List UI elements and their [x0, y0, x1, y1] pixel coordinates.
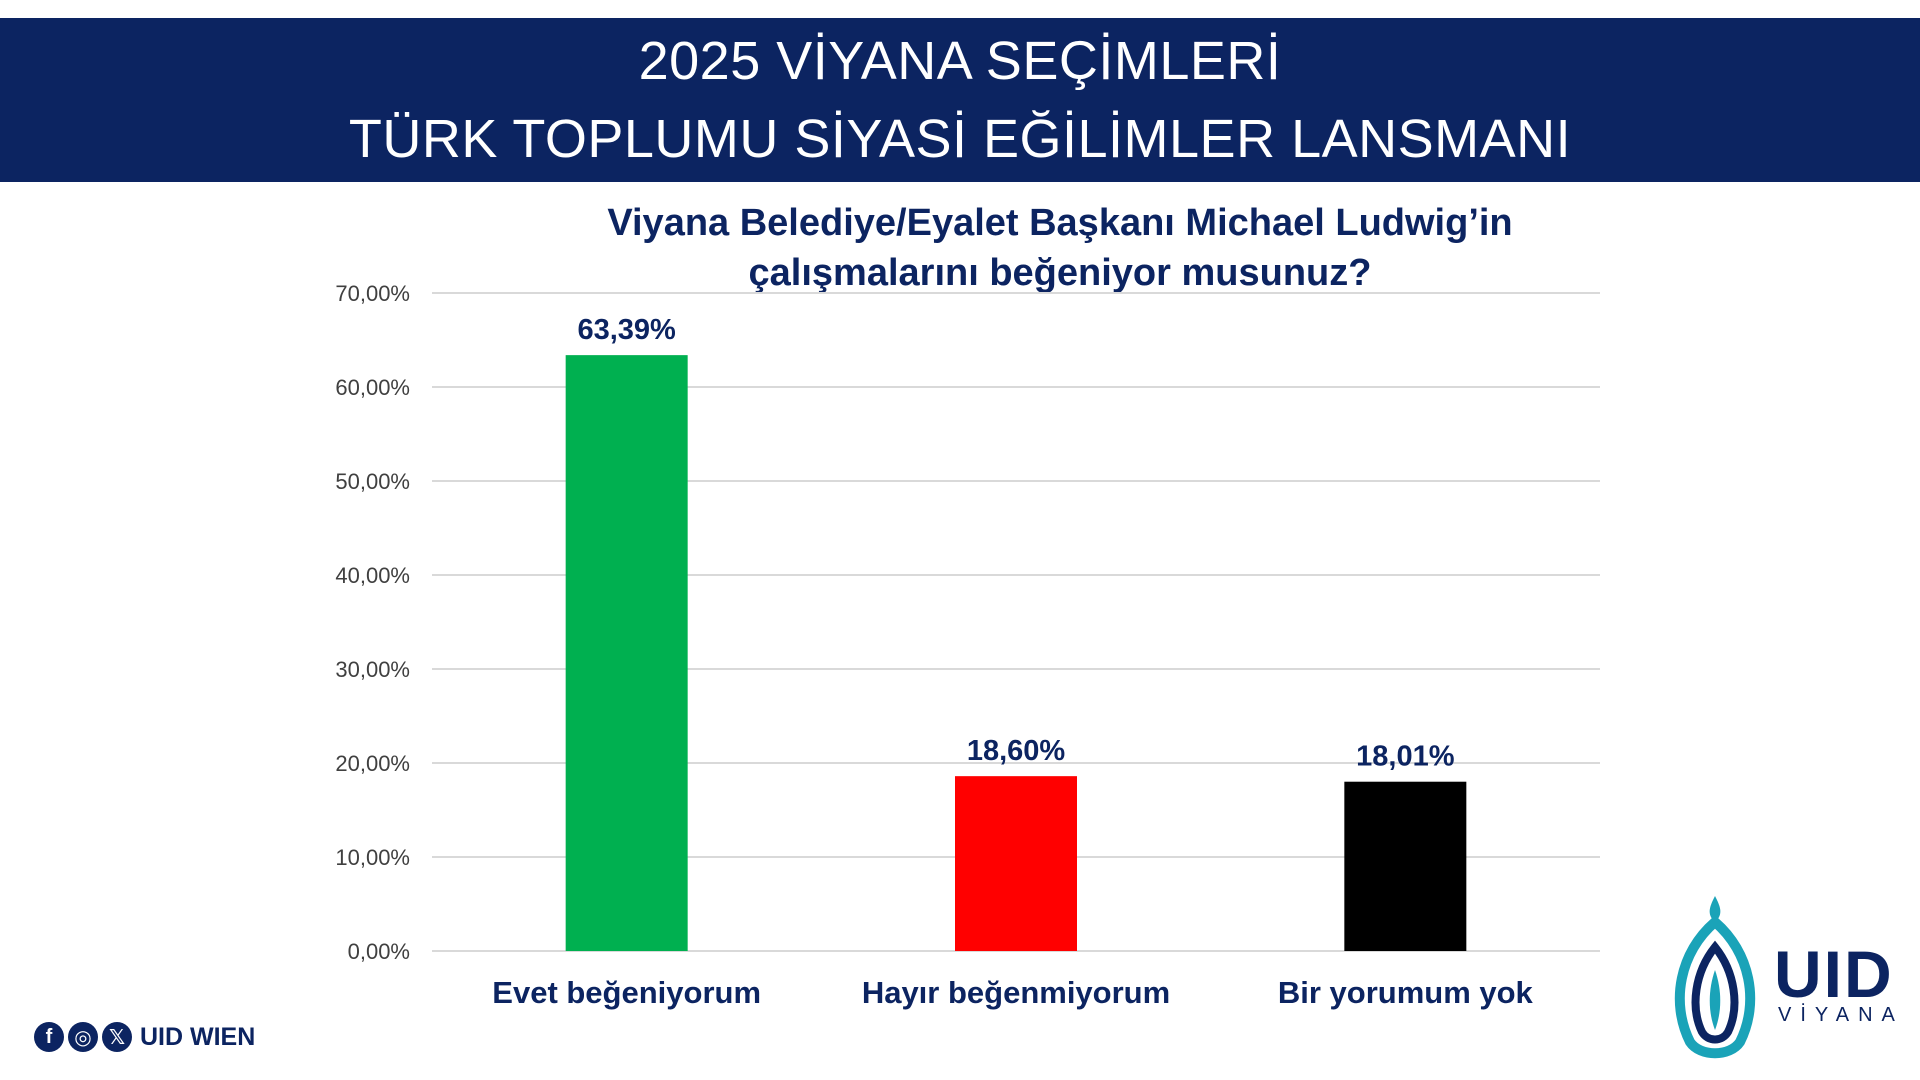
y-tick-label: 10,00% [335, 845, 410, 870]
header-title-line1: 2025 VİYANA SEÇİMLERİ [638, 31, 1282, 91]
bar [1344, 781, 1467, 951]
chart-title: Viyana Belediye/Eyalet Başkanı Michael L… [420, 198, 1700, 298]
y-tick-label: 60,00% [335, 375, 410, 400]
instagram-icon[interactable]: ◎ [68, 1022, 98, 1052]
social-label: UID WIEN [140, 1022, 256, 1051]
x-category-label: Bir yorumum yok [1278, 975, 1534, 1010]
bar [565, 355, 688, 951]
chart-title-line1: Viyana Belediye/Eyalet Başkanı Michael L… [607, 202, 1513, 244]
data-label: 18,60% [967, 735, 1066, 767]
bar [955, 776, 1077, 951]
facebook-icon[interactable]: f [34, 1022, 64, 1052]
header-title-line2: TÜRK TOPLUMU SİYASİ EĞİLİMLER LANSMANI [348, 109, 1572, 169]
data-label: 63,39% [577, 314, 676, 346]
y-tick-label: 70,00% [335, 281, 410, 306]
x-category-label: Hayır beğenmiyorum [862, 975, 1170, 1010]
y-tick-label: 30,00% [335, 657, 410, 682]
uid-logo: UID VİYANA [1660, 892, 1900, 1062]
social-links: f ◎ 𝕏 UID WIEN [34, 1020, 255, 1054]
x-icon[interactable]: 𝕏 [102, 1022, 132, 1052]
data-label: 18,01% [1356, 741, 1455, 773]
y-tick-label: 20,00% [335, 751, 410, 776]
y-tick-label: 0,00% [348, 939, 410, 964]
header-banner: 2025 VİYANA SEÇİMLERİ TÜRK TOPLUMU SİYAS… [0, 18, 1920, 182]
x-category-label: Evet beğeniyorum [492, 975, 761, 1010]
chart-title-line2: çalışmalarını beğeniyor musunuz? [748, 252, 1372, 294]
y-tick-label: 50,00% [335, 469, 410, 494]
logo-subtext: VİYANA [1778, 1004, 1904, 1026]
tulip-icon [1674, 896, 1756, 1059]
logo-text: UID [1774, 937, 1894, 1011]
y-tick-label: 40,00% [335, 563, 410, 588]
